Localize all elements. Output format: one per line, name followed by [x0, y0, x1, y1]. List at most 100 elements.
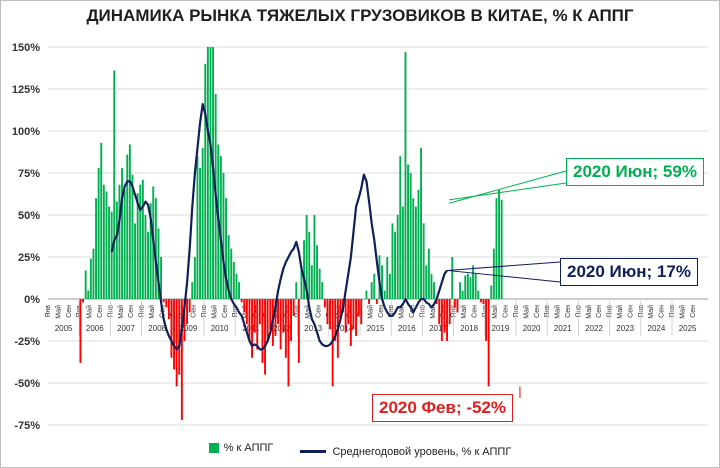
bar — [355, 299, 357, 336]
bar — [399, 156, 402, 299]
bar — [245, 299, 248, 325]
y-tick-label: 25% — [18, 252, 40, 264]
x-month-label: Сен — [97, 305, 104, 318]
bar — [126, 154, 129, 299]
x-month-label: Май — [304, 305, 312, 319]
x-month-label: Май — [86, 305, 94, 319]
bar — [396, 215, 399, 299]
bar — [274, 299, 277, 336]
bar — [180, 299, 183, 420]
callout-connector-avg-2 — [447, 269, 561, 283]
bar — [118, 184, 121, 299]
bar — [201, 147, 204, 299]
x-year-label: 2009 — [180, 324, 198, 333]
bar — [100, 142, 103, 299]
bar — [165, 299, 168, 308]
x-month-label: Май — [491, 305, 499, 319]
bar — [183, 299, 186, 341]
x-month-label: Сен — [66, 305, 73, 318]
x-month-label: Май — [54, 305, 62, 319]
bar — [144, 215, 147, 299]
bar — [305, 215, 308, 299]
x-month-label: Янв — [513, 305, 520, 318]
x-year-label: 2017 — [429, 324, 447, 333]
bar — [425, 265, 428, 299]
x-month-label: Янв — [575, 305, 582, 318]
bar — [196, 156, 199, 299]
bar — [477, 290, 480, 299]
bar — [430, 273, 433, 299]
x-month-label: Май — [242, 305, 250, 319]
x-month-label: Янв — [544, 305, 551, 318]
chart-title: ДИНАМИКА РЫНКА ТЯЖЕЛЫХ ГРУЗОВИКОВ В КИТА… — [86, 6, 634, 25]
bar — [115, 201, 118, 299]
bar — [240, 299, 243, 303]
bar — [326, 299, 329, 325]
bar — [386, 257, 389, 299]
x-month-label: Сен — [534, 305, 541, 318]
x-month-label: Май — [460, 305, 468, 319]
bar — [417, 189, 420, 299]
bar — [170, 299, 173, 358]
bar — [321, 282, 324, 299]
bar — [313, 215, 316, 299]
bar — [323, 299, 326, 308]
callout-jun-avg: 2020 Июн; 17% — [560, 258, 698, 286]
bar — [420, 147, 422, 299]
bar — [482, 299, 485, 305]
x-month-label: Янв — [45, 305, 52, 318]
x-month-label: Сен — [565, 305, 572, 318]
bar — [227, 235, 230, 299]
bar — [206, 47, 209, 299]
bar — [316, 245, 318, 299]
bar — [373, 273, 376, 299]
x-year-label: 2007 — [117, 324, 135, 333]
bar — [154, 198, 157, 299]
bar — [209, 47, 212, 299]
x-month-label: Сен — [503, 305, 510, 318]
bar — [279, 299, 282, 350]
x-year-label: 2015 — [367, 324, 385, 333]
bar — [121, 167, 123, 299]
x-month-label: Май — [210, 305, 218, 319]
bar — [349, 299, 352, 347]
bar — [404, 52, 407, 299]
x-month-label: Янв — [607, 305, 614, 318]
y-tick-label: 50% — [18, 210, 40, 222]
bar — [448, 299, 451, 325]
bar — [362, 299, 365, 300]
x-month-label: Сен — [378, 305, 385, 318]
bar — [287, 299, 290, 387]
bar — [253, 299, 256, 333]
callout-connector-avg — [447, 261, 561, 271]
x-year-label: 2021 — [554, 324, 572, 333]
bar — [243, 299, 246, 313]
bar — [394, 231, 396, 299]
x-month-label: Сен — [222, 305, 229, 318]
bar — [160, 257, 162, 299]
bar — [318, 268, 321, 299]
x-year-label: 2018 — [460, 324, 478, 333]
bar — [334, 299, 337, 341]
bar — [175, 299, 178, 387]
bar — [487, 299, 490, 387]
bar — [459, 282, 461, 299]
bar — [492, 248, 495, 299]
bar — [269, 299, 272, 330]
x-month-label: Май — [554, 305, 562, 319]
bar — [178, 299, 181, 375]
bar — [261, 299, 264, 363]
bar — [407, 164, 409, 299]
bar — [186, 299, 188, 325]
bar — [82, 299, 84, 303]
bar — [123, 189, 126, 299]
x-month-label: Янв — [388, 305, 395, 318]
bar — [219, 156, 222, 299]
bar — [388, 273, 391, 299]
x-year-label: 2016 — [398, 324, 416, 333]
bar — [292, 299, 295, 316]
bar — [128, 144, 131, 299]
y-tick-label: -75% — [14, 420, 40, 432]
bar — [225, 198, 227, 299]
bar — [108, 206, 110, 299]
